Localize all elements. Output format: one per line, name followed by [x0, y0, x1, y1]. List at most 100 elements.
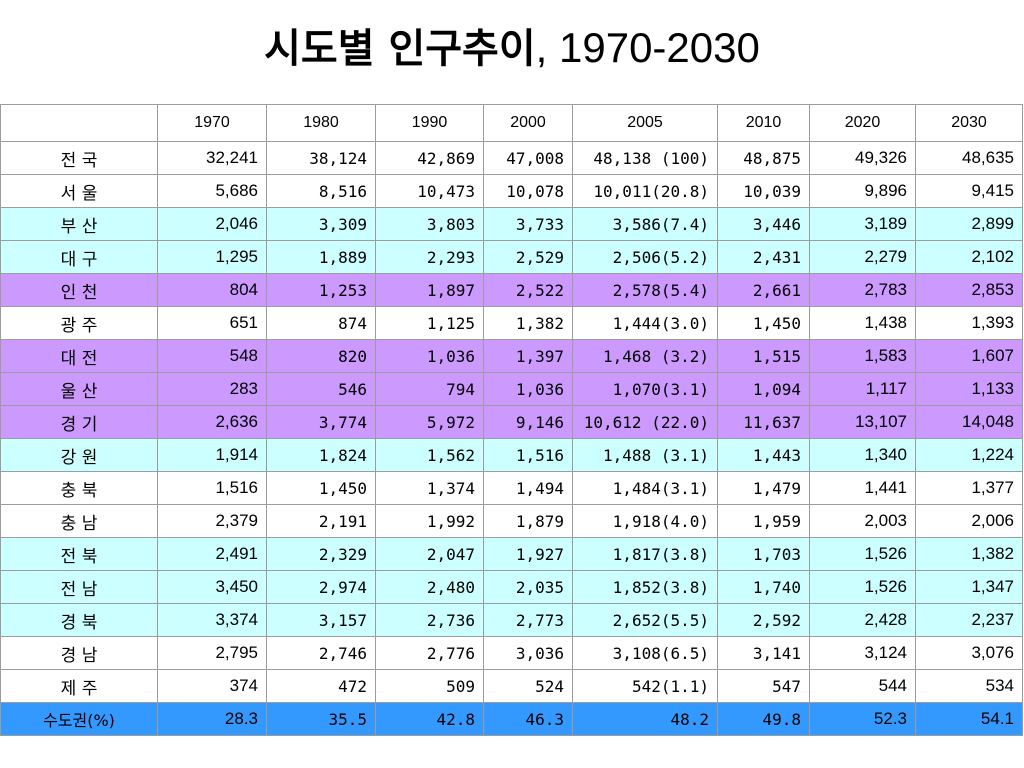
value-cell: 1,340: [809, 438, 916, 472]
value-cell: 38,124: [266, 141, 376, 175]
table-row: 충 남 2,379 2,191 1,992 1,879 1,918(4.0) 1,959 2,…: [0, 504, 1023, 538]
table-row: 광 주 651 874 1,125 1,382 1,444(3.0) 1,450 1,438 1…: [0, 306, 1023, 340]
header-cell-year: 1990: [375, 104, 484, 142]
value-cell: 1,607: [915, 339, 1023, 373]
value-cell: 1,959: [717, 504, 810, 538]
value-cell: 11,637: [717, 405, 810, 439]
table-row: 전 북 2,491 2,329 2,047 1,927 1,817(3.8) 1,703 1,…: [0, 537, 1023, 571]
table-body: 전 국 32,241 38,124 42,869 47,008 48,138 (100) 4…: [0, 141, 1023, 736]
value-cell: 3,586(7.4): [572, 207, 718, 241]
value-cell: 10,078: [483, 174, 573, 208]
value-cell: 2,522: [483, 273, 573, 307]
value-cell: 1,450: [266, 471, 376, 505]
region-cell: 대 전: [0, 339, 158, 373]
value-cell: 651: [157, 306, 267, 340]
value-cell: 2,491: [157, 537, 267, 571]
value-cell: 2,636: [157, 405, 267, 439]
value-cell: 2,293: [375, 240, 484, 274]
value-cell: 42.8: [375, 702, 484, 736]
region-cell: 전 국: [0, 141, 158, 175]
value-cell: 2,773: [483, 603, 573, 637]
table-row: 대 전 548 820 1,036 1,397 1,468 (3.2) 1,515 1,583…: [0, 339, 1023, 373]
header-cell-year: 2000: [483, 104, 573, 142]
region-cell: 제 주: [0, 669, 158, 703]
value-cell: 3,374: [157, 603, 267, 637]
value-cell: 1,377: [915, 471, 1023, 505]
header-cell-year: 2010: [717, 104, 810, 142]
value-cell: 1,224: [915, 438, 1023, 472]
value-cell: 509: [375, 669, 484, 703]
region-cell: 전 북: [0, 537, 158, 571]
value-cell: 374: [157, 669, 267, 703]
value-cell: 524: [483, 669, 573, 703]
value-cell: 1,494: [483, 471, 573, 505]
value-cell: 3,157: [266, 603, 376, 637]
value-cell: 2,428: [809, 603, 916, 637]
value-cell: 1,125: [375, 306, 484, 340]
value-cell: 2,661: [717, 273, 810, 307]
value-cell: 283: [157, 372, 267, 406]
value-cell: 1,484(3.1): [572, 471, 718, 505]
value-cell: 49.8: [717, 702, 810, 736]
value-cell: 1,889: [266, 240, 376, 274]
value-cell: 2,006: [915, 504, 1023, 538]
value-cell: 2,047: [375, 537, 484, 571]
value-cell: 2,795: [157, 636, 267, 670]
value-cell: 2,329: [266, 537, 376, 571]
header-cell-region: [0, 104, 158, 142]
value-cell: 3,309: [266, 207, 376, 241]
value-cell: 3,450: [157, 570, 267, 604]
value-cell: 2,783: [809, 273, 916, 307]
value-cell: 472: [266, 669, 376, 703]
value-cell: 10,473: [375, 174, 484, 208]
value-cell: 1,703: [717, 537, 810, 571]
value-cell: 48,138 (100): [572, 141, 718, 175]
region-cell: 서 울: [0, 174, 158, 208]
value-cell: 1,253: [266, 273, 376, 307]
value-cell: 1,382: [483, 306, 573, 340]
table-row: 강 원 1,914 1,824 1,562 1,516 1,488 (3.1) 1,443 1…: [0, 438, 1023, 472]
region-cell: 경 남: [0, 636, 158, 670]
value-cell: 10,612 (22.0): [572, 405, 718, 439]
region-cell: 경 기: [0, 405, 158, 439]
value-cell: 1,441: [809, 471, 916, 505]
header-cell-year: 1980: [266, 104, 376, 142]
table-row: 경 남 2,795 2,746 2,776 3,036 3,108(6.5) 3,141 3,…: [0, 636, 1023, 670]
table-header-row: 1970 1980 1990 2000 2005 2010 2020 2030: [0, 104, 1023, 142]
value-cell: 1,927: [483, 537, 573, 571]
value-cell: 5,972: [375, 405, 484, 439]
value-cell: 48,635: [915, 141, 1023, 175]
value-cell: 1,583: [809, 339, 916, 373]
value-cell: 2,379: [157, 504, 267, 538]
value-cell: 9,415: [915, 174, 1023, 208]
value-cell: 1,740: [717, 570, 810, 604]
header-cell-year: 2020: [809, 104, 916, 142]
value-cell: 3,108(6.5): [572, 636, 718, 670]
value-cell: 794: [375, 372, 484, 406]
value-cell: 3,124: [809, 636, 916, 670]
value-cell: 1,070(3.1): [572, 372, 718, 406]
value-cell: 35.5: [266, 702, 376, 736]
value-cell: 874: [266, 306, 376, 340]
value-cell: 1,516: [157, 471, 267, 505]
value-cell: 1,036: [483, 372, 573, 406]
table-row: 서 울 5,686 8,516 10,473 10,078 10,011(20.8) 10,…: [0, 174, 1023, 208]
value-cell: 10,011(20.8): [572, 174, 718, 208]
value-cell: 1,852(3.8): [572, 570, 718, 604]
value-cell: 2,046: [157, 207, 267, 241]
value-cell: 3,446: [717, 207, 810, 241]
value-cell: 1,817(3.8): [572, 537, 718, 571]
value-cell: 2,746: [266, 636, 376, 670]
region-cell: 강 원: [0, 438, 158, 472]
value-cell: 1,117: [809, 372, 916, 406]
table-row: 울 산 283 546 794 1,036 1,070(3.1) 1,094 1,117 1,1…: [0, 372, 1023, 406]
table-row: 충 북 1,516 1,450 1,374 1,494 1,484(3.1) 1,479 1,…: [0, 471, 1023, 505]
value-cell: 1,374: [375, 471, 484, 505]
value-cell: 1,992: [375, 504, 484, 538]
value-cell: 2,899: [915, 207, 1023, 241]
value-cell: 47,008: [483, 141, 573, 175]
value-cell: 804: [157, 273, 267, 307]
value-cell: 9,146: [483, 405, 573, 439]
table-row: 인 천 804 1,253 1,897 2,522 2,578(5.4) 2,661 2,78…: [0, 273, 1023, 307]
